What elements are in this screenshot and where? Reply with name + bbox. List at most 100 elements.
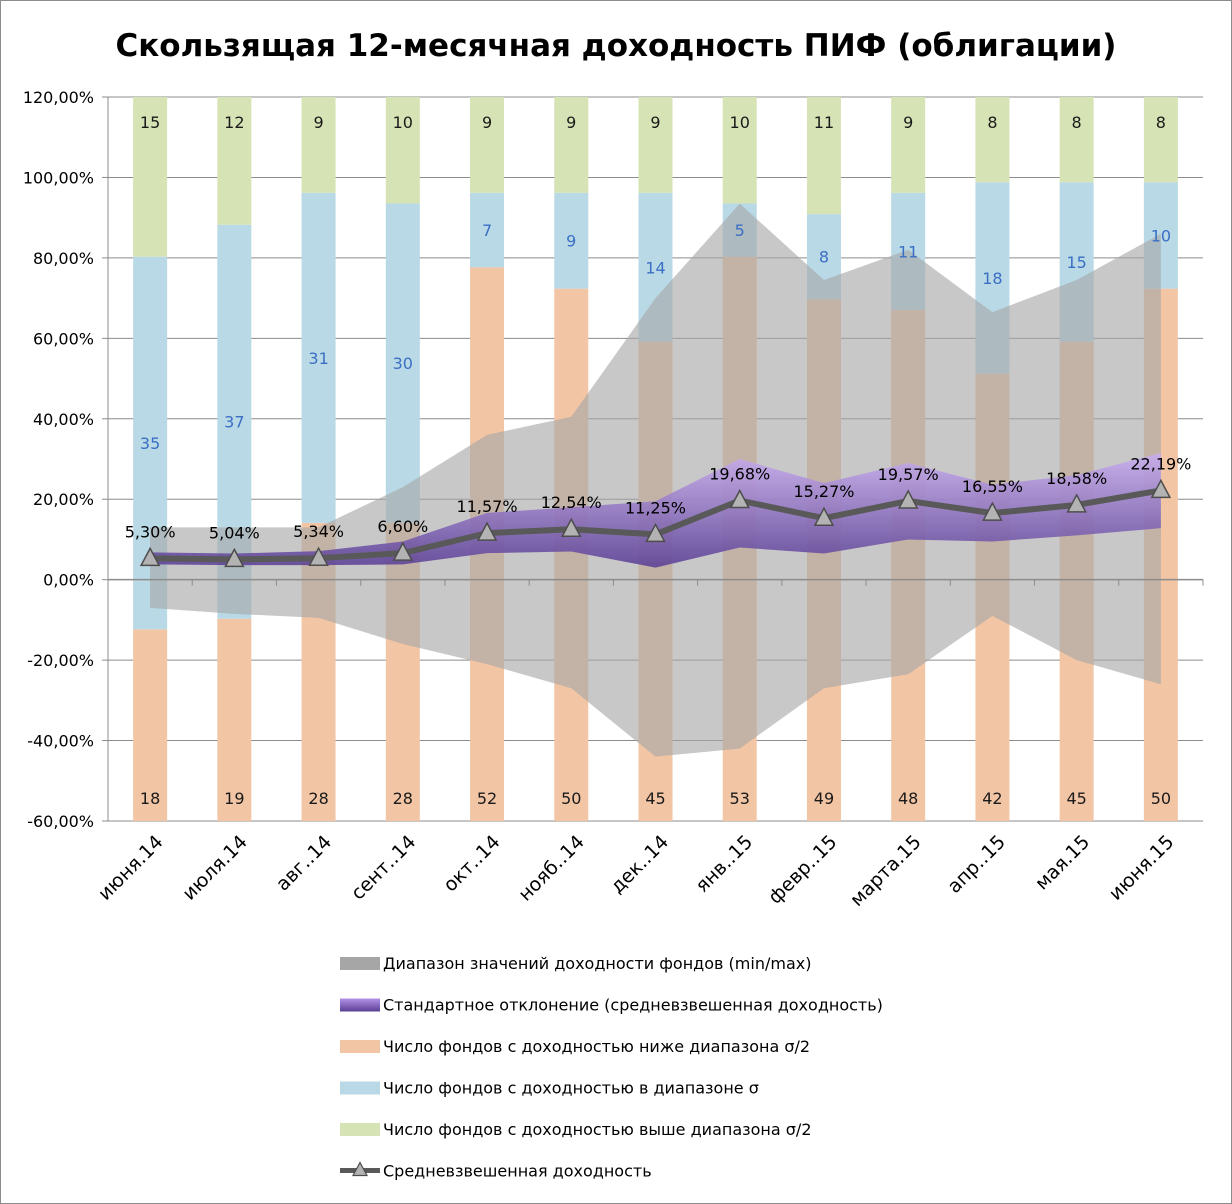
count-label-below: 18 <box>140 789 160 808</box>
stddev-band <box>150 452 1161 568</box>
count-label-above: 11 <box>814 113 834 132</box>
x-category-label: июля.14 <box>178 831 252 905</box>
count-label-inrange: 15 <box>1066 253 1086 272</box>
bar-segment-3 <box>385 97 420 204</box>
count-label-inrange: 31 <box>308 349 328 368</box>
count-label-below: 50 <box>1151 789 1171 808</box>
count-label-above: 9 <box>482 113 492 132</box>
y-tick-label: 120,00% <box>23 88 94 107</box>
bar-segment-3 <box>470 97 505 193</box>
x-category-label: июня.15 <box>1105 831 1179 905</box>
avg-data-label: 11,25% <box>625 498 686 517</box>
avg-point <box>561 517 582 537</box>
x-category-label: мая.15 <box>1031 831 1094 894</box>
bar-segment-1 <box>133 629 168 821</box>
count-label-above: 8 <box>1072 113 1082 132</box>
bar-segment-3 <box>301 97 336 193</box>
bar-segment-3 <box>975 97 1010 183</box>
count-label-above: 10 <box>393 113 413 132</box>
avg-data-label: 15,27% <box>793 482 854 501</box>
count-label-above: 12 <box>224 113 244 132</box>
x-category-label: окт..14 <box>439 831 504 896</box>
avg-point <box>139 546 161 567</box>
avg-data-label: 22,19% <box>1130 454 1191 473</box>
y-tick-label: 20,00% <box>33 490 94 509</box>
avg-data-label: 19,57% <box>878 465 939 484</box>
avg-point <box>392 541 414 561</box>
bar-segment-3 <box>891 97 926 193</box>
avg-data-label: 5,34% <box>293 522 344 541</box>
avg-point <box>308 546 329 566</box>
count-label-below: 45 <box>1066 789 1086 808</box>
count-label-inrange: 5 <box>735 221 745 240</box>
legend-swatch <box>340 957 380 970</box>
count-label-above: 9 <box>903 113 913 132</box>
bar-segment-2 <box>301 192 336 523</box>
legend-swatch <box>340 1040 380 1053</box>
legend-label: Стандартное отклонение (средневзвешенная… <box>383 996 883 1015</box>
y-tick-label: 80,00% <box>33 249 94 268</box>
count-label-inrange: 14 <box>645 258 665 277</box>
chart-title: Скользящая 12-месячная доходность ПИФ (о… <box>115 28 1117 64</box>
avg-point <box>645 522 666 543</box>
legend-label: Средневзвешенная доходность <box>383 1162 652 1181</box>
count-label-inrange: 8 <box>819 248 829 267</box>
avg-point <box>1150 478 1172 499</box>
bar-segment-3 <box>638 97 673 193</box>
avg-point <box>897 489 919 509</box>
legend-swatch-band <box>340 998 380 1012</box>
count-label-below: 45 <box>645 789 665 808</box>
count-label-below: 28 <box>308 789 328 808</box>
x-category-label: дек..14 <box>606 831 673 898</box>
y-tick-label: 0,00% <box>43 571 94 590</box>
y-tick-label: 100,00% <box>23 168 94 187</box>
count-label-below: 19 <box>224 789 244 808</box>
bar-segment-3 <box>554 97 589 193</box>
count-label-below: 52 <box>477 789 497 808</box>
x-category-label: янв..15 <box>691 831 757 897</box>
avg-data-label: 5,30% <box>125 522 176 541</box>
count-label-inrange: 35 <box>140 434 160 453</box>
count-label-above: 9 <box>566 113 576 132</box>
y-tick-label: -20,00% <box>27 651 94 670</box>
bar-segment-3 <box>133 97 168 257</box>
x-category-label: апр..15 <box>943 831 1010 898</box>
avg-data-label: 6,60% <box>377 517 428 536</box>
count-label-above: 9 <box>650 113 660 132</box>
y-tick-label: 40,00% <box>33 410 94 429</box>
y-tick-label: 60,00% <box>33 329 94 348</box>
avg-point <box>1066 493 1087 513</box>
range-area <box>150 203 1161 757</box>
count-label-below: 42 <box>982 789 1002 808</box>
count-label-inrange: 37 <box>224 413 244 432</box>
legend-swatch <box>340 1123 380 1136</box>
bar-segment-3 <box>806 97 841 215</box>
legend-swatch <box>340 1081 380 1095</box>
x-category-label: июня.14 <box>94 831 168 905</box>
x-category-label: сент..14 <box>347 831 420 904</box>
bar-segment-1 <box>217 618 252 821</box>
bar-segment-3 <box>1059 97 1094 183</box>
count-label-above: 15 <box>140 113 160 132</box>
legend-swatch-marker <box>351 1161 369 1177</box>
count-label-above: 9 <box>313 113 323 132</box>
count-label-below: 49 <box>814 789 834 808</box>
count-label-below: 53 <box>730 789 750 808</box>
count-label-below: 48 <box>898 789 918 808</box>
avg-point <box>224 547 245 568</box>
count-label-above: 10 <box>730 113 750 132</box>
count-label-above: 8 <box>987 113 997 132</box>
x-category-label: марта.15 <box>846 831 926 911</box>
count-label-inrange: 30 <box>393 354 413 373</box>
bar-segment-3 <box>217 97 252 225</box>
x-category-label: авг..14 <box>272 831 336 895</box>
y-tick-label: -60,00% <box>27 812 94 831</box>
bar-segment-2 <box>554 192 589 289</box>
avg-data-label: 16,55% <box>962 477 1023 496</box>
avg-point <box>729 488 750 509</box>
legend-label: Число фондов с доходностью выше диапазон… <box>383 1120 812 1139</box>
bar-segment-3 <box>1143 97 1178 183</box>
count-label-inrange: 9 <box>566 232 576 251</box>
avg-data-label: 11,57% <box>457 497 518 516</box>
